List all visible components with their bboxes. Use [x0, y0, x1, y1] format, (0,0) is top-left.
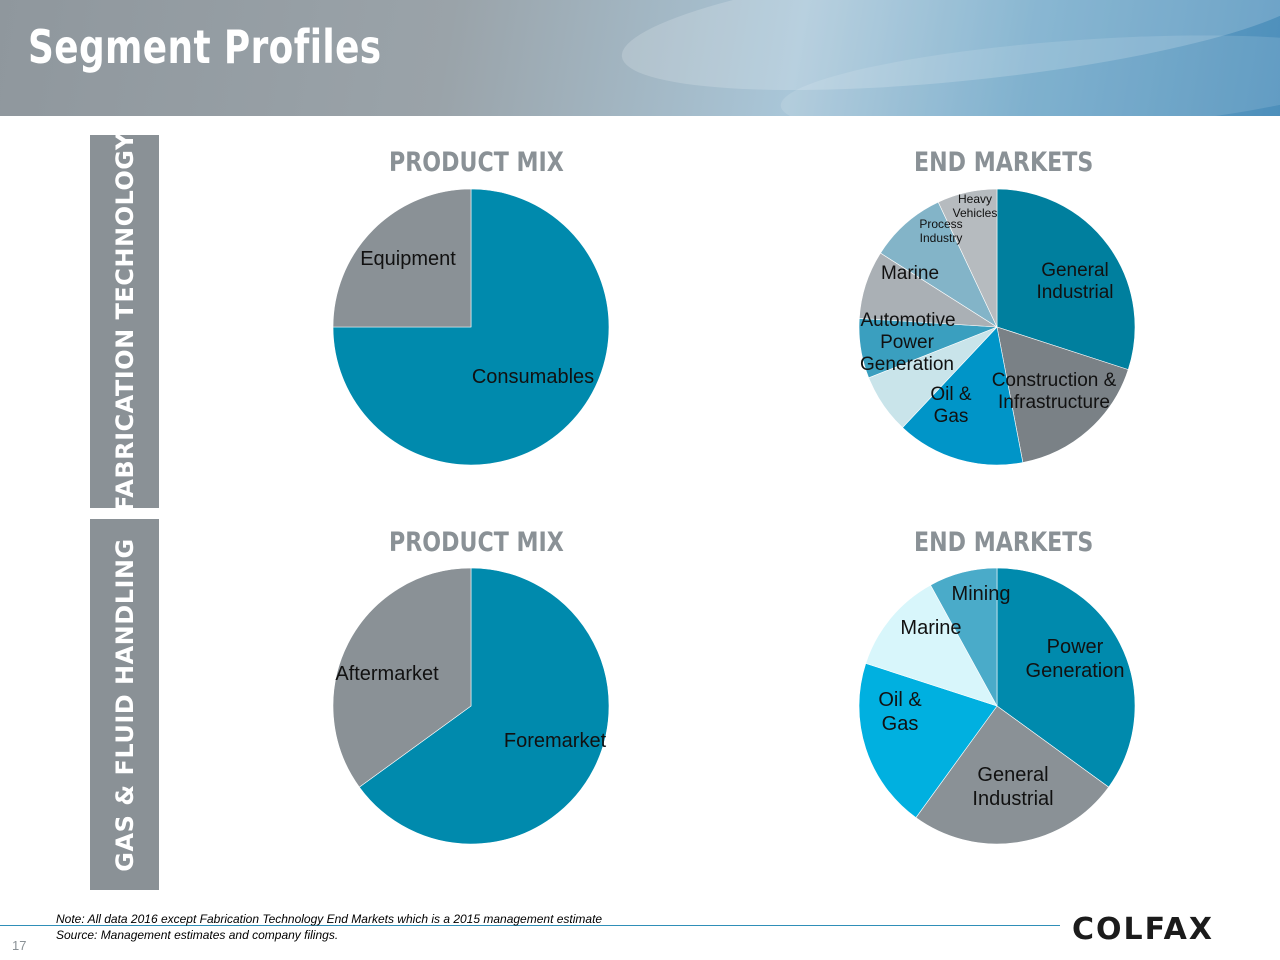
gas-end-label-mining: Mining: [952, 583, 1011, 605]
gas-product-slice-aftermarket: [332, 567, 472, 788]
fab-product-slice-equipment: [332, 188, 472, 328]
fab-product-label-consumables: Consumables: [472, 366, 594, 388]
fab-end-label-general-industrial: General Industrial: [1036, 260, 1113, 303]
page-title: Segment Profiles: [28, 20, 382, 74]
gas-product-label-foremarket: Foremarket: [504, 730, 607, 752]
fab-end-label-oil-and-gas: Oil & Gas: [930, 384, 972, 427]
colfax-logo: COLFAX: [1072, 912, 1215, 947]
fab-end-label-heavy-vehicles: Heavy Vehicles: [953, 192, 998, 220]
gas-end-markets-heading: END MARKETS: [914, 527, 1094, 558]
segment-bar-fabrication: FABRICATION TECHNOLOGY: [90, 132, 159, 511]
gas-end-slice-oil-and-gas: [858, 662, 998, 819]
gas-end-slice-mining: [930, 567, 998, 707]
fab-end-label-construction-and-infrastructure: Construction & Infrastructure: [992, 370, 1117, 413]
fab-end-markets-heading: END MARKETS: [914, 147, 1094, 178]
fab-end-label-process-industry: Process Industry: [919, 217, 962, 245]
fab-end-slice-heavy-vehicles: [937, 188, 998, 328]
fab-end-slice-oil-and-gas: [902, 326, 1024, 466]
fab-product-mix-heading: PRODUCT MIX: [389, 147, 564, 178]
footer-note: Note: All data 2016 except Fabrication T…: [56, 912, 603, 926]
fab-end-label-automotive: Automotive: [860, 310, 955, 331]
gas-end-label-marine: Marine: [900, 617, 961, 639]
fab-end-label-power-generation: Power Generation: [860, 332, 954, 375]
gas-product-label-aftermarket: Aftermarket: [335, 663, 439, 685]
footer-source: Source: Management estimates and company…: [56, 928, 339, 942]
fab-product-label-equipment: Equipment: [360, 248, 456, 270]
gas-end-label-power-generation: Power Generation: [1026, 636, 1125, 682]
fab-end-label-marine: Marine: [881, 263, 939, 284]
gas-end-slice-general-industrial: [915, 705, 1110, 845]
fab-end-slice-construction-and-infrastructure: [996, 326, 1129, 463]
gas-end-slice-power-generation: [996, 567, 1136, 788]
fab-end-slice-general-industrial: [996, 188, 1136, 371]
page-number: 17: [12, 938, 27, 953]
fab-product-slice-consumables: [332, 188, 610, 466]
gas-end-label-general-industrial: General Industrial: [972, 764, 1053, 810]
segment-bar-gas-fluid: GAS & FLUID HANDLING: [90, 519, 159, 890]
gas-product-slice-foremarket: [358, 567, 610, 845]
gas-end-label-oil-and-gas: Oil & Gas: [878, 689, 922, 735]
footer-divider: [0, 925, 1060, 926]
gas-product-mix-heading: PRODUCT MIX: [389, 527, 564, 558]
header-banner: Segment Profiles: [0, 0, 1280, 116]
gas-end-slice-marine: [865, 584, 998, 707]
